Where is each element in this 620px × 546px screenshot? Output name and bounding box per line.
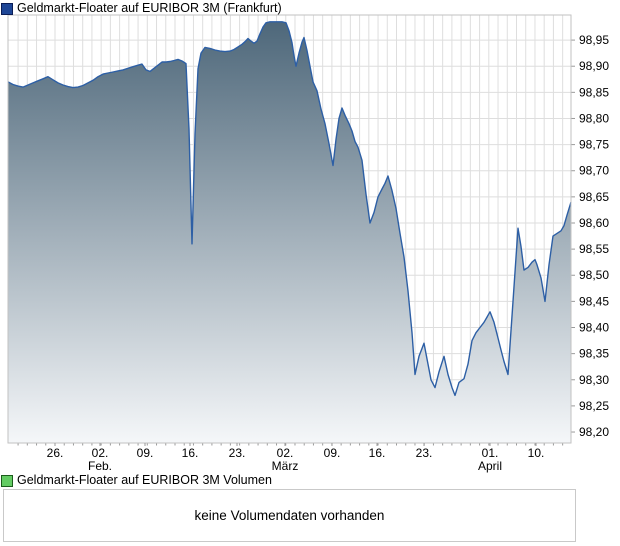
svg-text:98,20: 98,20 [579,425,609,439]
price-chart-title: Geldmarkt-Floater auf EURIBOR 3M (Frankf… [17,1,282,15]
svg-text:April: April [478,459,502,473]
svg-text:01.: 01. [482,446,499,460]
svg-text:98,25: 98,25 [579,399,609,413]
svg-text:98,90: 98,90 [579,59,609,73]
price-series-swatch-icon [1,2,13,15]
svg-text:02.: 02. [277,446,294,460]
svg-text:Feb.: Feb. [88,459,112,473]
svg-text:98,55: 98,55 [579,242,609,256]
svg-text:09.: 09. [137,446,154,460]
volume-panel: keine Volumendaten vorhanden [3,489,576,542]
svg-text:09.: 09. [324,446,341,460]
volume-series-swatch-icon [1,474,13,487]
price-chart-legend: Geldmarkt-Floater auf EURIBOR 3M (Frankf… [1,2,282,15]
svg-text:23.: 23. [229,446,246,460]
svg-text:98,40: 98,40 [579,321,609,335]
svg-text:98,35: 98,35 [579,347,609,361]
svg-text:10.: 10. [528,446,545,460]
svg-text:März: März [272,459,299,473]
volume-chart-legend: Geldmarkt-Floater auf EURIBOR 3M Volumen [1,474,272,487]
svg-text:98,85: 98,85 [579,85,609,99]
svg-text:98,60: 98,60 [579,216,609,230]
svg-text:98,75: 98,75 [579,138,609,152]
svg-text:16.: 16. [182,446,199,460]
svg-text:16.: 16. [369,446,386,460]
svg-text:23.: 23. [416,446,433,460]
volume-empty-message: keine Volumendaten vorhanden [194,508,385,523]
svg-text:98,70: 98,70 [579,164,609,178]
svg-text:02.: 02. [92,446,109,460]
svg-text:98,65: 98,65 [579,190,609,204]
volume-chart-title: Geldmarkt-Floater auf EURIBOR 3M Volumen [17,473,272,487]
svg-text:98,95: 98,95 [579,33,609,47]
svg-text:26.: 26. [47,446,64,460]
svg-text:98,30: 98,30 [579,373,609,387]
svg-text:98,50: 98,50 [579,268,609,282]
svg-text:98,80: 98,80 [579,111,609,125]
price-chart: 98,95 98,90 98,85 98,80 98,75 98,70 98,65 98,60… [7,14,609,473]
svg-text:98,45: 98,45 [579,294,609,308]
